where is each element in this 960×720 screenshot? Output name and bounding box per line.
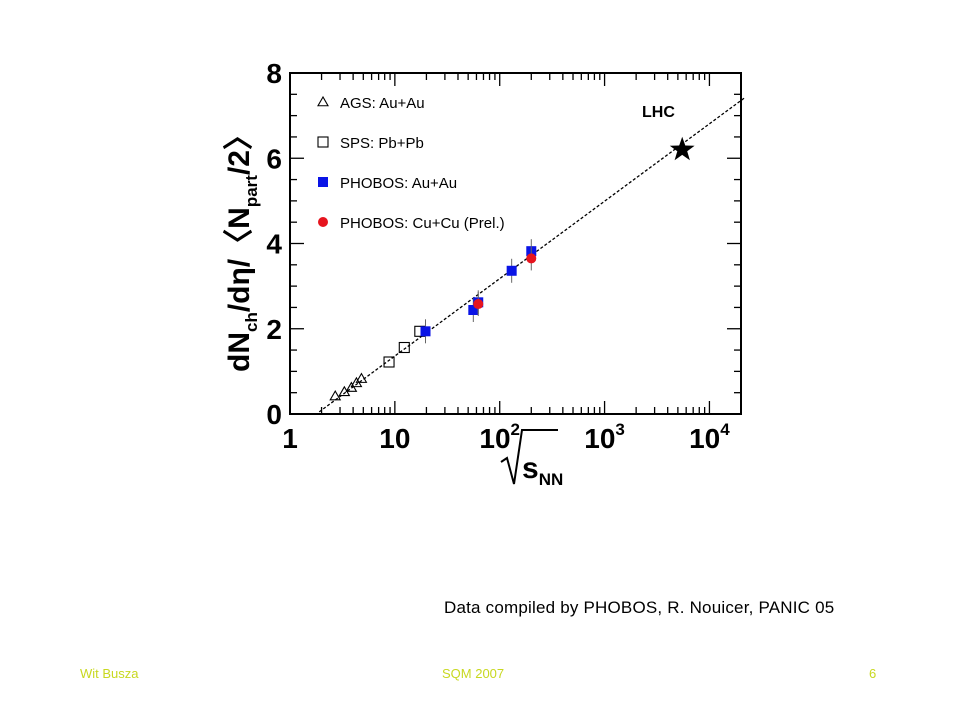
legend-marker-4 [318,217,328,227]
data-point-4 [526,253,537,264]
footer-author: Wit Busza [80,666,139,681]
data-point-1 [329,389,342,401]
x-label-main: s [522,452,539,485]
y-label-b-sub: part [242,175,261,207]
legend-label-1: AGS: Au+Au [340,95,425,112]
x-tick-label: 1 [282,423,298,454]
y-label-a: dN [223,332,256,372]
footer-conference: SQM 2007 [442,666,505,681]
x-axis-label: sNN [500,429,563,489]
x-tick-label: 10 [379,423,410,454]
x-tick-label: 104 [689,420,730,454]
legend-marker-1 [317,95,329,107]
lhc-star-marker [669,136,695,161]
legend-marker-3 [318,177,328,187]
legend-label-4: PHOBOS: Cu+Cu (Prel.) [340,215,505,232]
legend-label-2: SPS: Pb+Pb [340,135,424,152]
data-point-3 [506,265,517,276]
lhc-label: LHC [642,104,675,121]
y-tick-label: 6 [266,143,282,174]
x-tick-label: 102 [479,420,520,454]
fit-line [318,96,746,413]
data-point-2 [383,356,395,368]
data-credit: Data compiled by PHOBOS, R. Nouicer, PAN… [444,598,835,617]
legend-marker-2 [317,136,329,148]
y-label-c: /2〉 [223,120,256,175]
legend-label-3: PHOBOS: Au+Au [340,175,457,192]
chart: 0 2 4 6 8 1 10 102 103 104 AGS: Au+Au SPS: Pb+Pb PH… [223,58,746,489]
y-label-a-sub: ch [242,312,261,332]
y-tick-label: 0 [266,399,282,430]
x-label-sub: NN [539,470,564,489]
plot-frame [289,72,742,415]
x-tick-label: 103 [584,420,625,454]
data-point-2 [398,341,410,354]
y-axis-label: dNch/dη/〈Npart/2〉 [223,120,261,372]
y-tick-label: 4 [266,229,282,260]
data-point-1 [355,372,368,383]
sqrt-sign [500,429,558,485]
data-point-3 [420,326,431,337]
footer-page-number: 6 [869,666,877,681]
data-point-3 [468,304,479,315]
y-tick-label: 2 [266,314,282,345]
y-label-b: /dη/〈N [223,207,256,312]
y-tick-label: 8 [266,58,282,89]
data-point-4 [473,299,484,310]
svg-text:sNN: sNN [522,452,563,489]
